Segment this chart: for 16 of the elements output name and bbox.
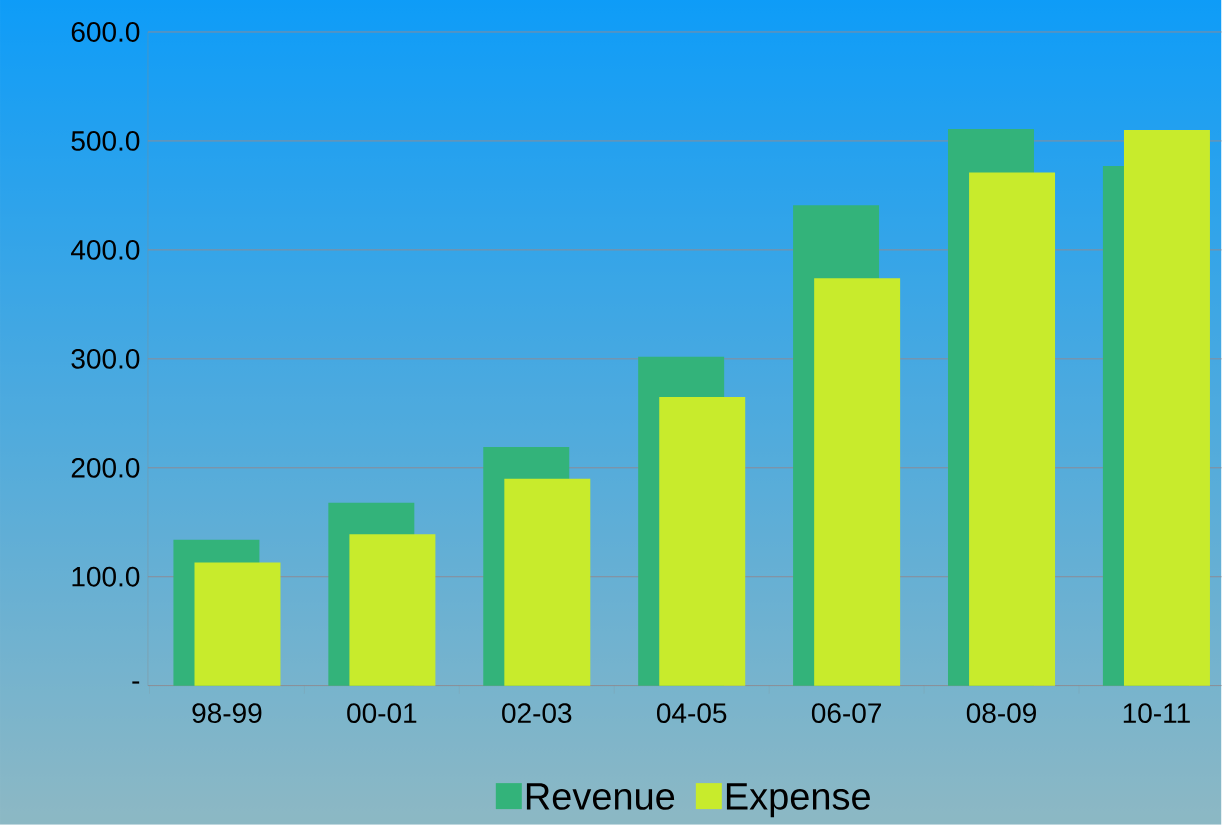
x-tick-label: 04-05 <box>657 703 727 724</box>
y-tick-label: 100.0 <box>72 567 140 587</box>
legend-label: Revenue <box>526 783 675 810</box>
y-tick-label: 300.0 <box>71 349 140 369</box>
y-tick-label: 600.0 <box>71 22 140 43</box>
y-tick-label: 400.0 <box>71 240 140 260</box>
x-tick-label: 10-11 <box>1123 703 1190 724</box>
y-tick-label: 500.0 <box>71 131 140 152</box>
legend-label: Expense <box>726 783 870 818</box>
y-tick-label: - <box>132 681 140 684</box>
x-tick-label: 08-09 <box>966 703 1036 724</box>
y-tick-label: 200.0 <box>71 458 140 478</box>
x-tick-label: 02-03 <box>502 703 572 724</box>
x-tick-label: 00-01 <box>347 703 417 724</box>
x-tick-label: 98-99 <box>192 703 262 724</box>
x-tick-label: 06-07 <box>811 703 881 724</box>
